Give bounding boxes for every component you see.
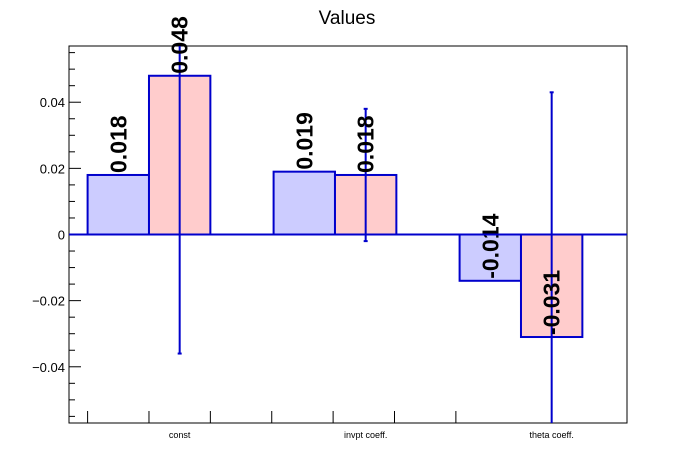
y-tick-label: −0.02	[32, 294, 65, 309]
y-tick-label: 0	[58, 228, 65, 243]
data-label: 0.018	[353, 115, 379, 173]
data-label: 0.019	[291, 112, 317, 170]
y-tick-label: −0.04	[32, 360, 65, 375]
y-tick-label: 0.02	[40, 161, 65, 176]
y-tick-label: 0.04	[40, 95, 65, 110]
x-category-label: theta coeff.	[529, 430, 573, 440]
bar	[272, 170, 336, 236]
data-label: 0.018	[105, 115, 131, 173]
data-label: -0.031	[539, 270, 565, 335]
chart-title: Values	[319, 8, 376, 29]
data-label: -0.014	[477, 213, 503, 278]
x-category-label: invpt coeff.	[344, 430, 387, 440]
plot-area: −0.04 −0.02 0 0.02 0.04 0.018 0.048 const 0.019 0…	[32, 16, 628, 440]
x-category-label: const	[169, 430, 191, 440]
bar	[458, 233, 522, 282]
bar	[86, 173, 150, 236]
data-label: 0.048	[167, 16, 193, 74]
